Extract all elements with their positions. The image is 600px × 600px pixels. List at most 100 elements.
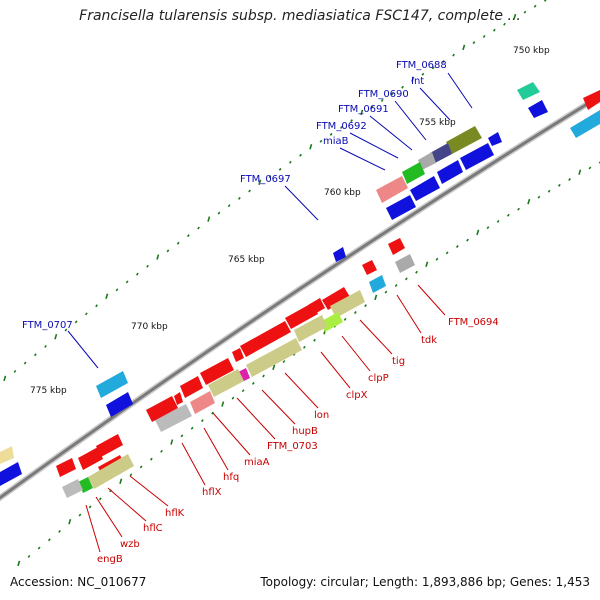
gene-tig[interactable] xyxy=(322,287,350,310)
gene-top-right-c[interactable] xyxy=(517,82,540,100)
gene-fwd-row1-a[interactable] xyxy=(285,303,318,329)
scale-tick xyxy=(309,143,313,150)
gene-label[interactable]: FTM_0692 xyxy=(316,121,367,132)
gene-fwd-left-b[interactable] xyxy=(96,434,123,457)
gene-label[interactable]: lon xyxy=(314,410,329,421)
gene-miab[interactable] xyxy=(376,176,408,203)
gene-ftm-0697[interactable] xyxy=(333,247,346,262)
gene-label[interactable]: miaA xyxy=(244,457,270,468)
scale-tick xyxy=(221,401,225,407)
gene-int[interactable] xyxy=(446,126,482,154)
scale-tick xyxy=(237,196,241,200)
scale-tick xyxy=(125,280,129,284)
gene-label[interactable]: FTM_0703 xyxy=(267,441,318,452)
scale-tick xyxy=(452,53,455,57)
gene-clpp-a[interactable] xyxy=(330,290,365,318)
gene-rev-row2-b[interactable] xyxy=(437,160,463,184)
scale-tick xyxy=(119,478,123,485)
gene-ftm-0707[interactable] xyxy=(96,371,128,398)
gene-fwd-row1-e[interactable] xyxy=(146,396,178,422)
gene-label[interactable]: FTM_0690 xyxy=(358,89,409,100)
scale-tick xyxy=(23,361,27,365)
scale-tick xyxy=(445,251,449,255)
scale-tick xyxy=(313,338,316,342)
gene-tdk-b[interactable] xyxy=(369,275,386,293)
gene-fwd-row1-d[interactable] xyxy=(200,358,234,385)
gene-engb[interactable] xyxy=(62,479,83,498)
gene-ftm-0691[interactable] xyxy=(418,152,436,170)
gene-tdk[interactable] xyxy=(362,260,377,275)
gene-miaa[interactable] xyxy=(190,391,215,414)
scale-tick xyxy=(3,375,7,382)
gene-ftm-0692[interactable] xyxy=(402,162,425,184)
scale-tick xyxy=(231,396,235,400)
gene-label[interactable]: FTM_0694 xyxy=(448,317,499,328)
gene-label[interactable]: clpP xyxy=(368,373,389,384)
scale-tick xyxy=(350,119,353,123)
kbp-label: 755 kbp xyxy=(419,118,456,128)
gene-label[interactable]: hflC xyxy=(143,523,163,534)
gene-rev-0707-b[interactable] xyxy=(106,392,133,417)
gene-ftm-0694[interactable] xyxy=(388,238,405,255)
gene-top-right-d[interactable] xyxy=(528,100,548,118)
label-connector xyxy=(349,132,399,159)
scale-tick xyxy=(506,213,510,217)
scale-tick xyxy=(401,85,404,89)
gene-label[interactable]: FTM_0697 xyxy=(240,174,291,185)
gene-label[interactable]: hfq xyxy=(223,472,239,483)
gene-label[interactable]: Int xyxy=(411,76,424,87)
gene-ftm-0703[interactable] xyxy=(208,369,244,397)
gene-ftm-0688[interactable] xyxy=(488,132,502,146)
gene-lon[interactable] xyxy=(246,338,302,377)
gene-rev-row2-a[interactable] xyxy=(460,143,494,170)
gene-fwd-row1-c[interactable] xyxy=(232,348,244,362)
scale-tick xyxy=(64,328,68,332)
gene-label[interactable]: miaB xyxy=(323,136,349,147)
scale-tick xyxy=(302,345,306,349)
scale-tick xyxy=(241,389,245,393)
gene-hfq[interactable] xyxy=(180,376,203,398)
scale-tick xyxy=(543,0,547,2)
gene-label[interactable]: tig xyxy=(392,356,405,367)
gene-label[interactable]: FTM_0688 xyxy=(396,60,447,71)
gene-label[interactable]: tdk xyxy=(421,335,437,346)
gene-label[interactable]: FTM_0691 xyxy=(338,104,389,115)
gene-rev-row2-c[interactable] xyxy=(410,176,440,201)
scale-tick xyxy=(68,518,72,525)
gene-label[interactable]: hupB xyxy=(292,426,318,437)
gene-fwd-row1-f[interactable] xyxy=(174,392,183,405)
gene-hflk-b[interactable] xyxy=(88,454,134,489)
scale-tick xyxy=(251,381,255,385)
tick-layer xyxy=(3,0,600,567)
scale-tick xyxy=(149,457,153,461)
scale-tick xyxy=(537,195,541,199)
gene-left-edge-a[interactable] xyxy=(0,446,14,464)
label-connector xyxy=(417,284,446,316)
gene-label[interactable]: clpX xyxy=(346,390,368,401)
gene-label[interactable]: wzb xyxy=(120,539,140,550)
gene-fwd-left-a[interactable] xyxy=(56,458,76,477)
gene-fwd-row1-b[interactable] xyxy=(240,321,291,357)
gene-hflx[interactable] xyxy=(155,404,192,432)
scale-tick xyxy=(466,238,469,242)
gene-label[interactable]: engB xyxy=(97,554,123,565)
scale-tick xyxy=(523,10,527,14)
gene-ftm-0690[interactable] xyxy=(430,143,452,163)
gene-label[interactable]: hflK xyxy=(165,508,185,519)
label-connector xyxy=(67,330,99,369)
gene-left-edge-b[interactable] xyxy=(0,462,22,486)
gene-hflc[interactable] xyxy=(78,447,103,470)
gene-label[interactable]: FTM_0707 xyxy=(22,320,73,331)
scale-tick xyxy=(190,426,194,430)
gene-label[interactable]: hflX xyxy=(202,487,222,498)
kbp-label: 765 kbp xyxy=(228,255,265,265)
gene-ftm-0694-b[interactable] xyxy=(395,254,415,273)
gene-rev-row2-d[interactable] xyxy=(386,195,416,220)
scale-tick xyxy=(496,219,500,223)
map-title: Francisella tularensis subsp. mediasiati… xyxy=(79,8,521,24)
gene-top-right-b[interactable] xyxy=(570,110,600,138)
gene-clpx[interactable] xyxy=(294,315,327,342)
gene-top-right-a[interactable] xyxy=(583,90,600,110)
